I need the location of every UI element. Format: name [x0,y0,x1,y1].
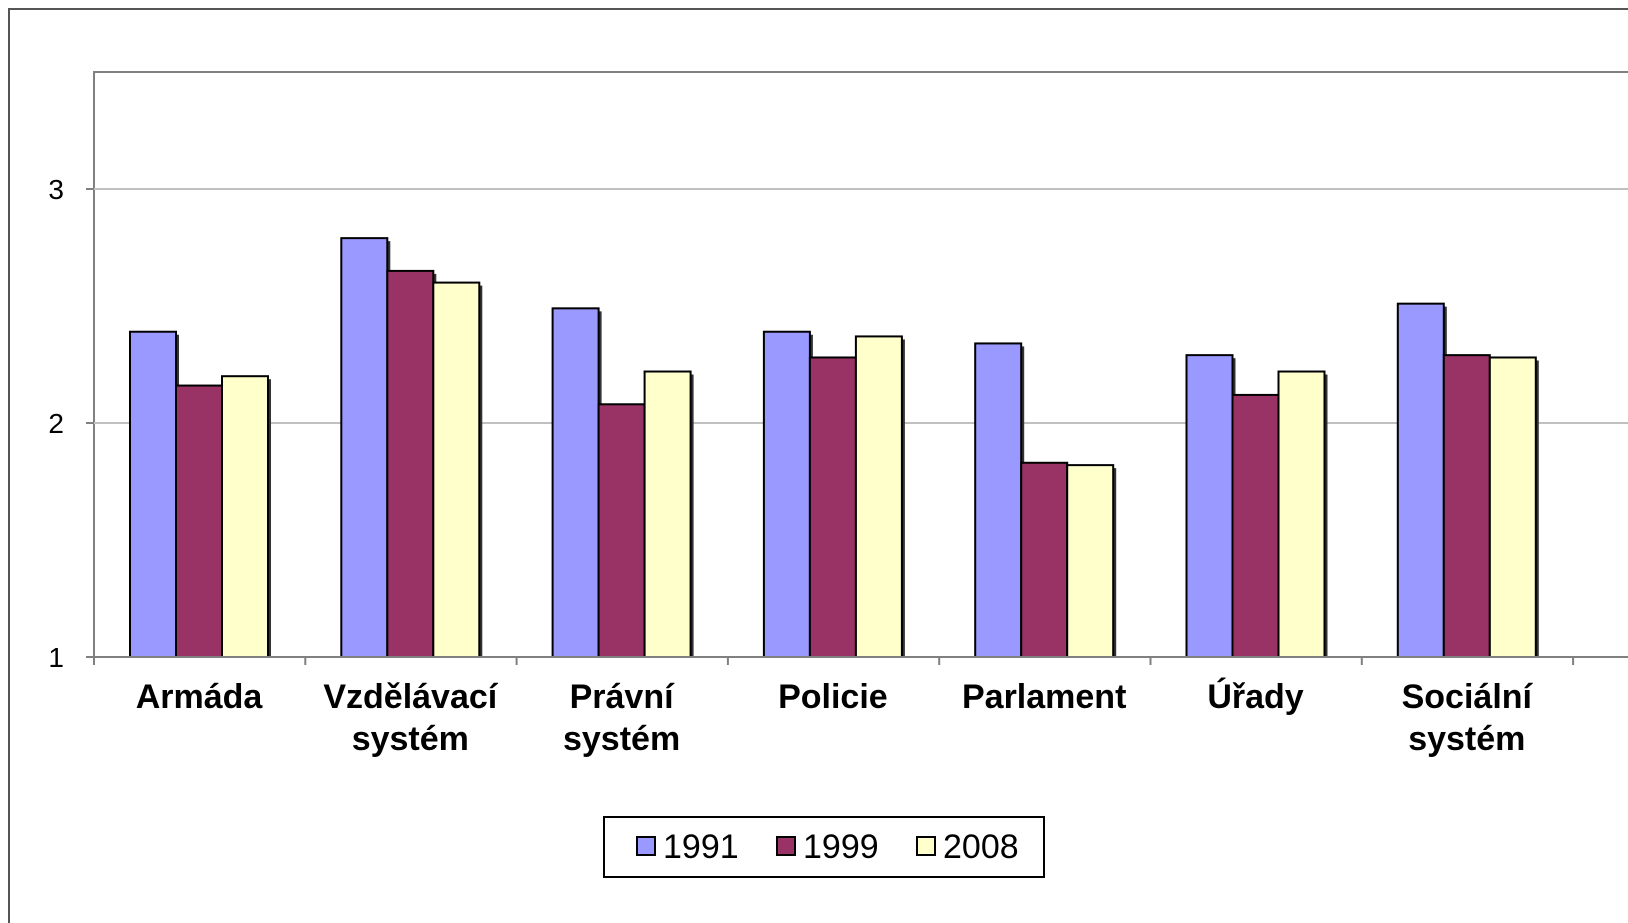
category-label-line: Právní [570,678,675,716]
legend-box [603,816,1045,878]
category-label: Armáda [136,678,264,716]
bar-1991 [551,307,600,658]
category-label: Úřady [1207,678,1303,716]
category-label-line: Úřady [1207,678,1303,716]
legend-label-2008: 2008 [943,828,1019,866]
bar-1991 [762,330,811,658]
bar-1991 [974,342,1023,658]
category-label-line: Sociální [1402,678,1534,716]
bar-1999 [1231,393,1280,658]
legend-swatch-2008 [916,836,936,856]
bar-2008 [643,370,692,658]
bar-1999 [808,356,857,658]
category-label: Parlament [962,678,1126,716]
bar-2008 [432,281,481,658]
bar-1999 [1020,461,1069,658]
category-label-line: systém [563,720,680,758]
bar-1991 [1185,354,1234,658]
category-label-line: Parlament [962,678,1126,716]
bar-2008 [854,335,903,658]
legend-swatch-1999 [776,836,796,856]
category-label-line: Vzdělávací [323,678,498,716]
category-label-line: Policie [778,678,888,716]
category-label: Vzdělávací systém [323,678,498,758]
bar-1991 [1396,302,1445,658]
bar-2008 [1066,464,1115,658]
y-tick-label: 1 [48,642,64,673]
y-tick-label: 2 [48,408,64,439]
bar-2008 [1277,370,1326,658]
bar-2008 [221,375,269,658]
category-label: Právní systém [563,678,680,758]
category-label-line: systém [1408,720,1525,758]
legend-label-1999: 1999 [803,828,879,866]
y-axis: 1 2 3 [48,174,94,673]
legend-label-1991: 1991 [663,828,739,866]
x-axis: Armáda Vzdělávací systém Právní systém Polici… [93,657,1575,758]
y-tick-label: 3 [48,174,64,205]
bar-1991 [129,330,177,658]
bar-1999 [597,403,646,658]
bar-1999 [1442,354,1491,658]
bar-2008 [1488,356,1537,658]
legend: 1991 1999 2008 [603,816,1045,878]
category-label-line: Armáda [136,678,264,716]
bars [129,237,1539,658]
category-label: Sociální systém [1402,678,1534,758]
bar-1991 [340,237,389,658]
category-label: Policie [778,678,888,716]
bar-1999 [386,269,435,658]
bar-1999 [175,384,223,658]
legend-swatch-1991 [636,836,656,856]
category-label-line: systém [352,720,469,758]
